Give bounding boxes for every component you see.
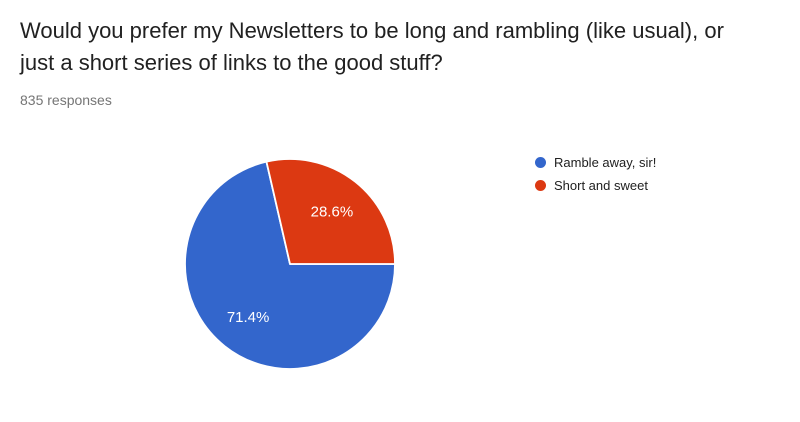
- legend-label-ramble: Ramble away, sir!: [554, 155, 657, 170]
- legend-item-short: Short and sweet: [535, 174, 656, 197]
- question-title-line-2: just a short series of links to the good…: [20, 50, 443, 75]
- chart-legend: Ramble away, sir! Short and sweet: [535, 151, 656, 197]
- legend-swatch-short-icon: [535, 180, 546, 191]
- pie-slices: [184, 158, 396, 370]
- pie-chart: 71.4% 28.6%: [184, 158, 396, 370]
- legend-label-short: Short and sweet: [554, 178, 648, 193]
- responses-count: 835 responses: [20, 92, 112, 108]
- question-title: Would you prefer my Newsletters to be lo…: [20, 15, 780, 79]
- legend-swatch-ramble-icon: [535, 157, 546, 168]
- pie-slice-label-1: 28.6%: [311, 204, 354, 221]
- legend-item-ramble: Ramble away, sir!: [535, 151, 656, 174]
- pie-slice-labels: 71.4% 28.6%: [227, 204, 353, 326]
- question-title-line-1: Would you prefer my Newsletters to be lo…: [20, 18, 724, 43]
- pie-slice-0[interactable]: [184, 160, 396, 370]
- pie-slice-1[interactable]: [265, 158, 396, 265]
- pie-slice-label-0: 71.4%: [227, 309, 270, 326]
